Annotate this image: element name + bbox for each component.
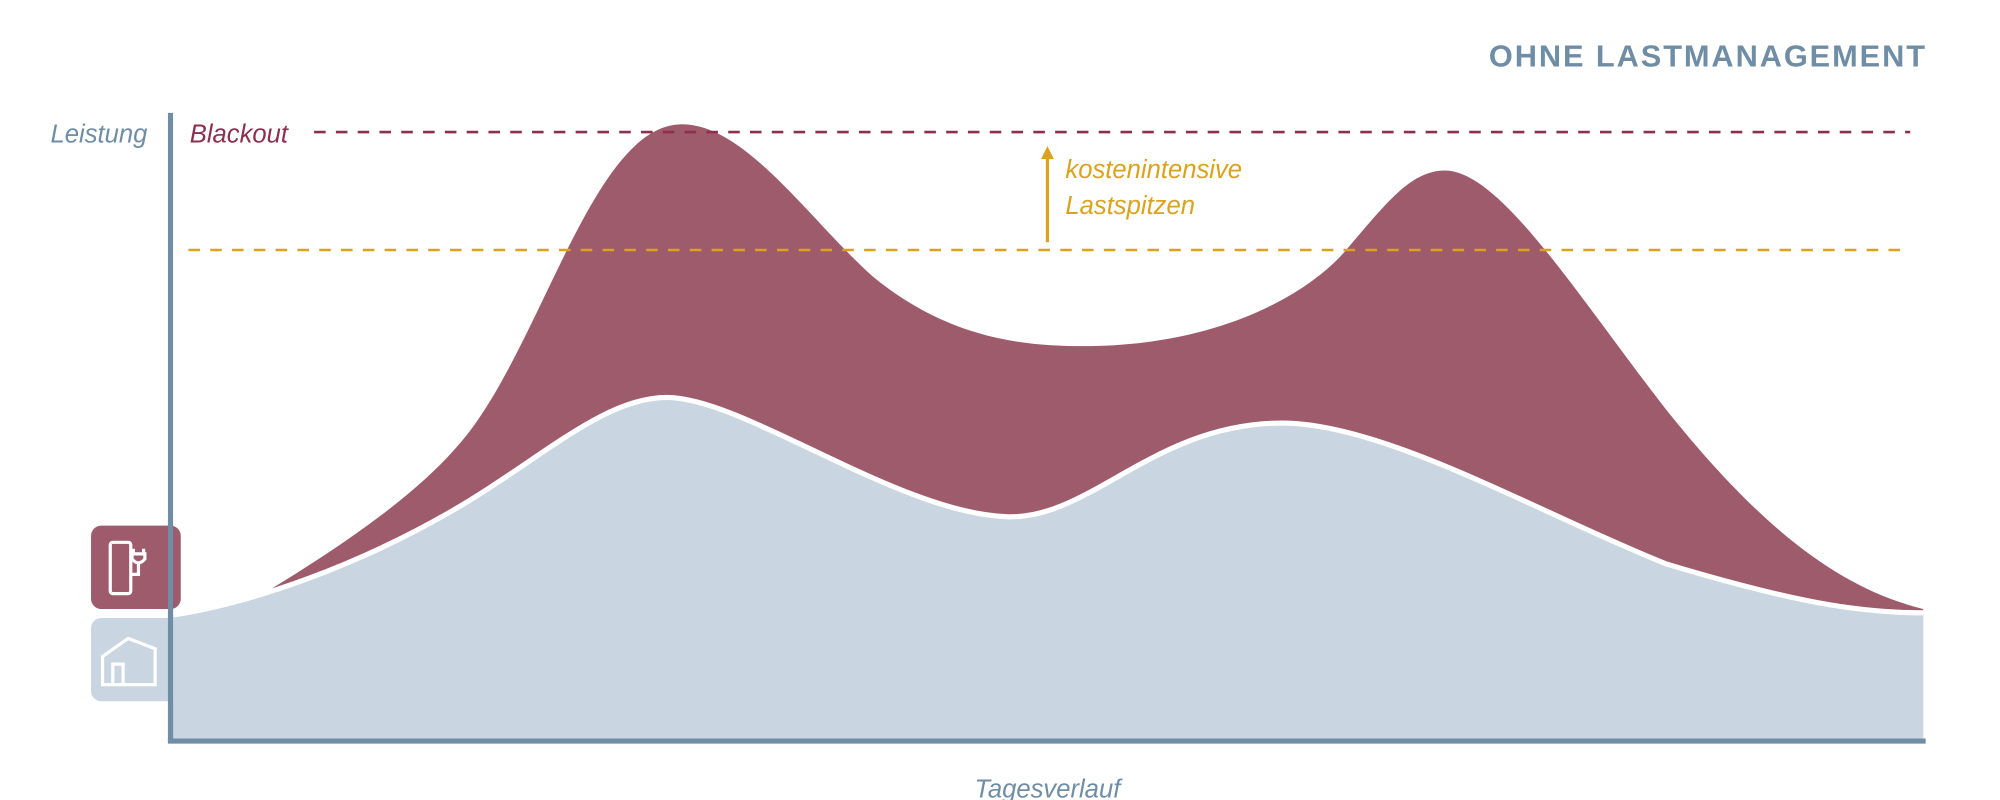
annotation-line: kostenintensive bbox=[1065, 156, 1242, 184]
ev-icon-tab bbox=[91, 525, 181, 609]
base-load-line bbox=[170, 394, 1924, 618]
title: OHNE LASTMANAGEMENT bbox=[1489, 39, 1927, 74]
blackout-label: Blackout bbox=[190, 120, 290, 148]
ev-icon bbox=[108, 540, 147, 596]
annotation-line: Lastspitzen bbox=[1065, 192, 1195, 220]
x-axis-label: Tagesverlauf bbox=[975, 775, 1124, 800]
house-icon-tab bbox=[91, 617, 181, 702]
arrow-head bbox=[1041, 146, 1054, 159]
house-icon bbox=[100, 636, 157, 687]
y-axis-label: Leistung bbox=[51, 120, 149, 148]
